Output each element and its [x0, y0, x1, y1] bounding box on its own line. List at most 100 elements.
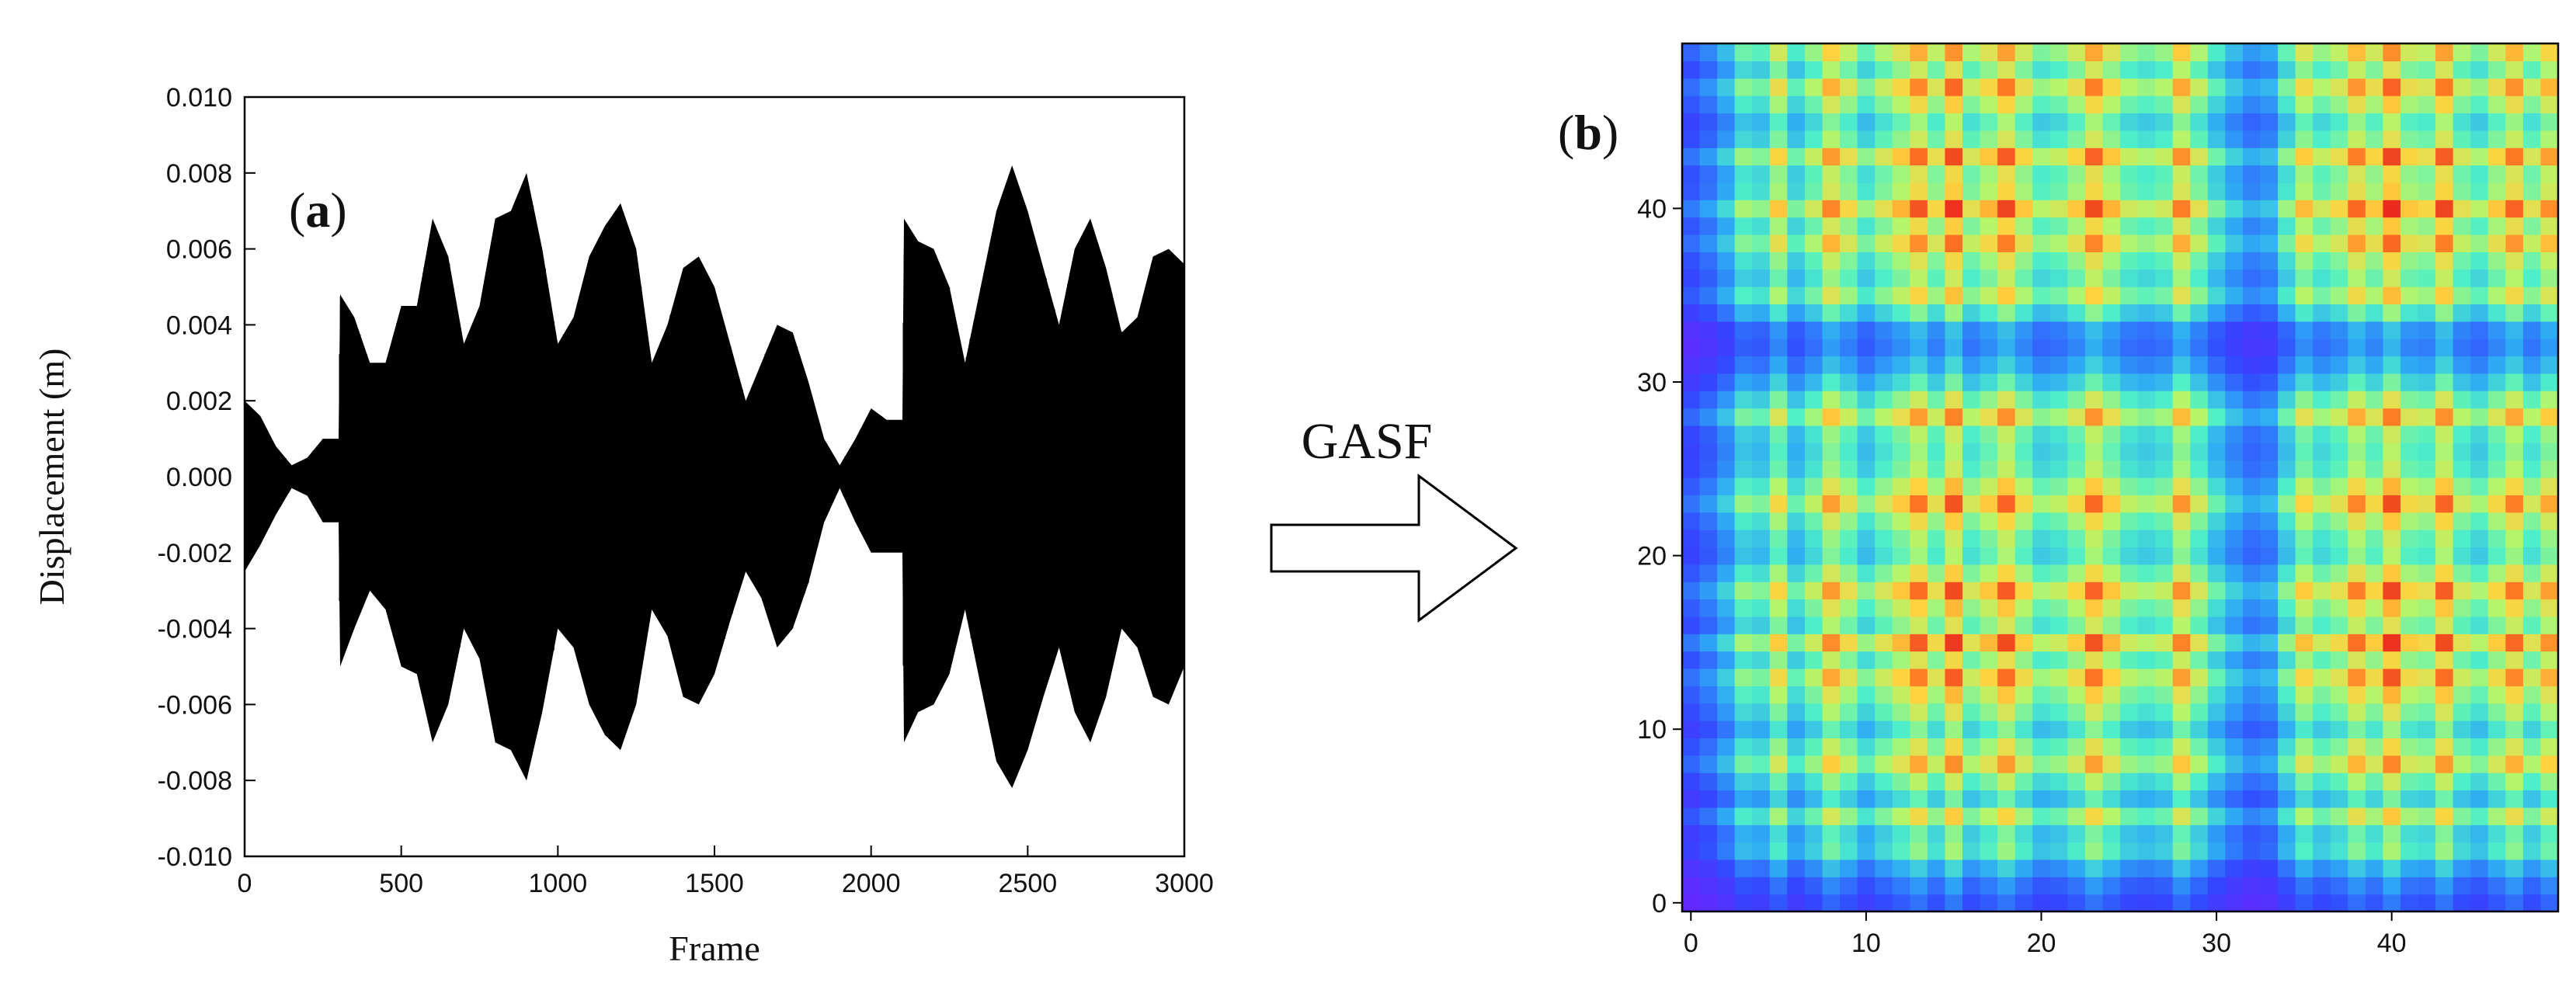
heatmap-cell	[2242, 373, 2261, 391]
heatmap-cell	[2418, 269, 2436, 287]
heatmap-cell	[2049, 234, 2068, 252]
heatmap-cell	[2505, 738, 2524, 756]
heatmap-cell	[1769, 668, 1788, 686]
heatmap-cell	[1927, 599, 1945, 617]
heatmap-cell	[2102, 720, 2121, 738]
heatmap-cell	[1892, 460, 1910, 478]
heatmap-cell	[2330, 686, 2348, 704]
heatmap-cell	[1840, 668, 1858, 686]
heatmap-cell	[1840, 859, 1858, 877]
heatmap-cell	[2540, 773, 2559, 791]
heatmap-cell	[1822, 547, 1841, 565]
heatmap-cell	[2084, 686, 2104, 704]
heatmap-cell	[1769, 373, 1788, 391]
heatmap-cell	[2540, 668, 2559, 686]
heatmap-cell	[1892, 286, 1910, 304]
heatmap-cell	[2225, 512, 2244, 530]
heatmap-cell	[2418, 773, 2436, 791]
heatmap-cell	[2225, 373, 2244, 391]
heatmap-cell	[2225, 61, 2244, 79]
heatmap-cell	[2453, 477, 2471, 495]
heatmap-cell	[1734, 547, 1753, 565]
heatmap-cell	[1822, 512, 1841, 530]
heatmap-cell	[1699, 807, 1718, 825]
heatmap-cell	[2505, 651, 2524, 669]
heatmap-cell	[2400, 668, 2419, 686]
heatmap-cell	[1857, 304, 1876, 322]
x-tick-label: 2500	[999, 869, 1058, 898]
heatmap-cell	[2084, 512, 2104, 530]
heatmap-cell	[1734, 790, 1753, 808]
heatmap-cell	[2207, 634, 2226, 652]
heatmap-cell	[2470, 790, 2489, 808]
heatmap-cell	[1717, 113, 1736, 131]
heatmap-cell	[2365, 286, 2383, 304]
heatmap-cell	[2418, 425, 2436, 443]
heatmap-cell	[2242, 877, 2261, 895]
heatmap-cell	[1787, 807, 1806, 825]
heatmap-cell	[1717, 286, 1736, 304]
heatmap-cell	[2015, 460, 2033, 478]
heatmap-cell	[2015, 825, 2033, 843]
heatmap-cell	[2120, 529, 2139, 548]
heatmap-cell	[2015, 217, 2033, 235]
heatmap-cell	[1875, 686, 1893, 704]
heatmap-cell	[2137, 95, 2156, 114]
heatmap-cell	[2155, 78, 2174, 96]
heatmap-cell	[1997, 616, 2016, 634]
heatmap-cell	[1822, 234, 1841, 252]
heatmap-cell	[1875, 651, 1893, 669]
heatmap-cell	[2137, 738, 2156, 756]
heatmap-cell	[2225, 217, 2244, 235]
heatmap-cell	[2049, 339, 2068, 357]
heatmap-cell	[2155, 720, 2174, 738]
heatmap-cell	[1804, 339, 1823, 357]
heatmap-cell	[2155, 859, 2174, 877]
heatmap-cell	[2383, 477, 2401, 495]
heatmap-cell	[2137, 286, 2156, 304]
heatmap-cell	[2190, 286, 2209, 304]
heatmap-cell	[1769, 95, 1788, 114]
heatmap-cell	[2470, 408, 2489, 426]
heatmap-cell	[1682, 859, 1701, 877]
heatmap-cell	[2522, 790, 2542, 808]
heatmap-cell	[2470, 564, 2489, 582]
heatmap-cell	[2365, 547, 2383, 565]
heatmap-cell	[2260, 339, 2279, 357]
heatmap-cell	[1997, 512, 2016, 530]
heatmap-cell	[2540, 738, 2559, 756]
heatmap-cell	[1787, 148, 1806, 166]
heatmap-cell	[1980, 269, 1998, 287]
heatmap-cell	[1875, 477, 1893, 495]
heatmap-cell	[2225, 495, 2244, 513]
heatmap-cell	[2084, 61, 2104, 79]
heatmap-cell	[1787, 686, 1806, 704]
heatmap-cell	[2084, 582, 2104, 600]
heatmap-cell	[1892, 825, 1910, 843]
heatmap-cell	[2487, 339, 2506, 357]
heatmap-cell	[1752, 269, 1771, 287]
heatmap-cell	[1682, 582, 1701, 600]
heatmap-cell	[1945, 582, 1963, 600]
heatmap-cell	[2540, 304, 2559, 322]
heatmap-cell	[1699, 286, 1718, 304]
heatmap-cell	[1857, 773, 1876, 791]
heatmap-cell	[2522, 877, 2542, 895]
heatmap-cell	[1997, 408, 2016, 426]
heatmap-cell	[1752, 286, 1771, 304]
heatmap-cell	[2067, 686, 2086, 704]
heatmap-cell	[2435, 391, 2454, 409]
x-tick-label: 20	[2027, 929, 2056, 958]
heatmap-cell	[1997, 582, 2016, 600]
heatmap-cell	[2400, 217, 2419, 235]
heatmap-cell	[2172, 495, 2191, 513]
heatmap-cell	[2505, 477, 2524, 495]
heatmap-cell	[2470, 269, 2489, 287]
heatmap-cell	[2137, 269, 2156, 287]
heatmap-cell	[2190, 790, 2209, 808]
heatmap-cell	[1892, 443, 1910, 461]
heatmap-cell	[2032, 877, 2051, 895]
heatmap-cell	[2207, 95, 2226, 114]
heatmap-cell	[2470, 425, 2489, 443]
heatmap-cell	[2260, 148, 2279, 166]
